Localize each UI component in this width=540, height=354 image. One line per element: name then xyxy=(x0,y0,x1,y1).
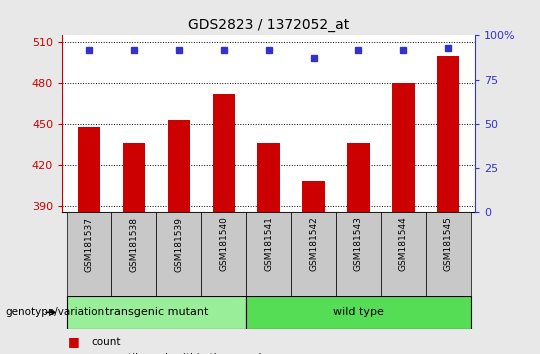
Bar xyxy=(78,127,100,212)
Bar xyxy=(66,296,246,329)
Bar xyxy=(246,212,291,296)
Bar xyxy=(258,143,280,212)
Bar xyxy=(437,56,460,212)
Title: GDS2823 / 1372052_at: GDS2823 / 1372052_at xyxy=(188,18,349,32)
Bar xyxy=(426,212,471,296)
Text: GSM181545: GSM181545 xyxy=(444,217,453,272)
Text: GSM181538: GSM181538 xyxy=(130,217,138,272)
Bar xyxy=(157,212,201,296)
Text: genotype/variation: genotype/variation xyxy=(5,307,105,318)
Text: ■: ■ xyxy=(68,335,79,348)
Bar xyxy=(201,212,246,296)
Bar xyxy=(246,296,471,329)
Text: GSM181540: GSM181540 xyxy=(219,217,228,272)
Text: ■: ■ xyxy=(68,351,79,354)
Text: GSM181537: GSM181537 xyxy=(85,217,93,272)
Bar xyxy=(123,143,145,212)
Bar xyxy=(291,212,336,296)
Text: GSM181542: GSM181542 xyxy=(309,217,318,271)
Bar xyxy=(167,120,190,212)
Text: transgenic mutant: transgenic mutant xyxy=(105,307,208,318)
Bar xyxy=(381,212,426,296)
Bar xyxy=(336,212,381,296)
Text: wild type: wild type xyxy=(333,307,384,318)
Bar xyxy=(66,212,111,296)
Bar xyxy=(392,83,415,212)
Bar xyxy=(347,143,370,212)
Text: GSM181543: GSM181543 xyxy=(354,217,363,272)
Bar xyxy=(302,181,325,212)
Text: percentile rank within the sample: percentile rank within the sample xyxy=(92,353,268,354)
Text: GSM181544: GSM181544 xyxy=(399,217,408,271)
Text: count: count xyxy=(92,337,122,347)
Bar xyxy=(213,94,235,212)
Text: GSM181541: GSM181541 xyxy=(264,217,273,272)
Bar xyxy=(111,212,157,296)
Text: GSM181539: GSM181539 xyxy=(174,217,184,272)
